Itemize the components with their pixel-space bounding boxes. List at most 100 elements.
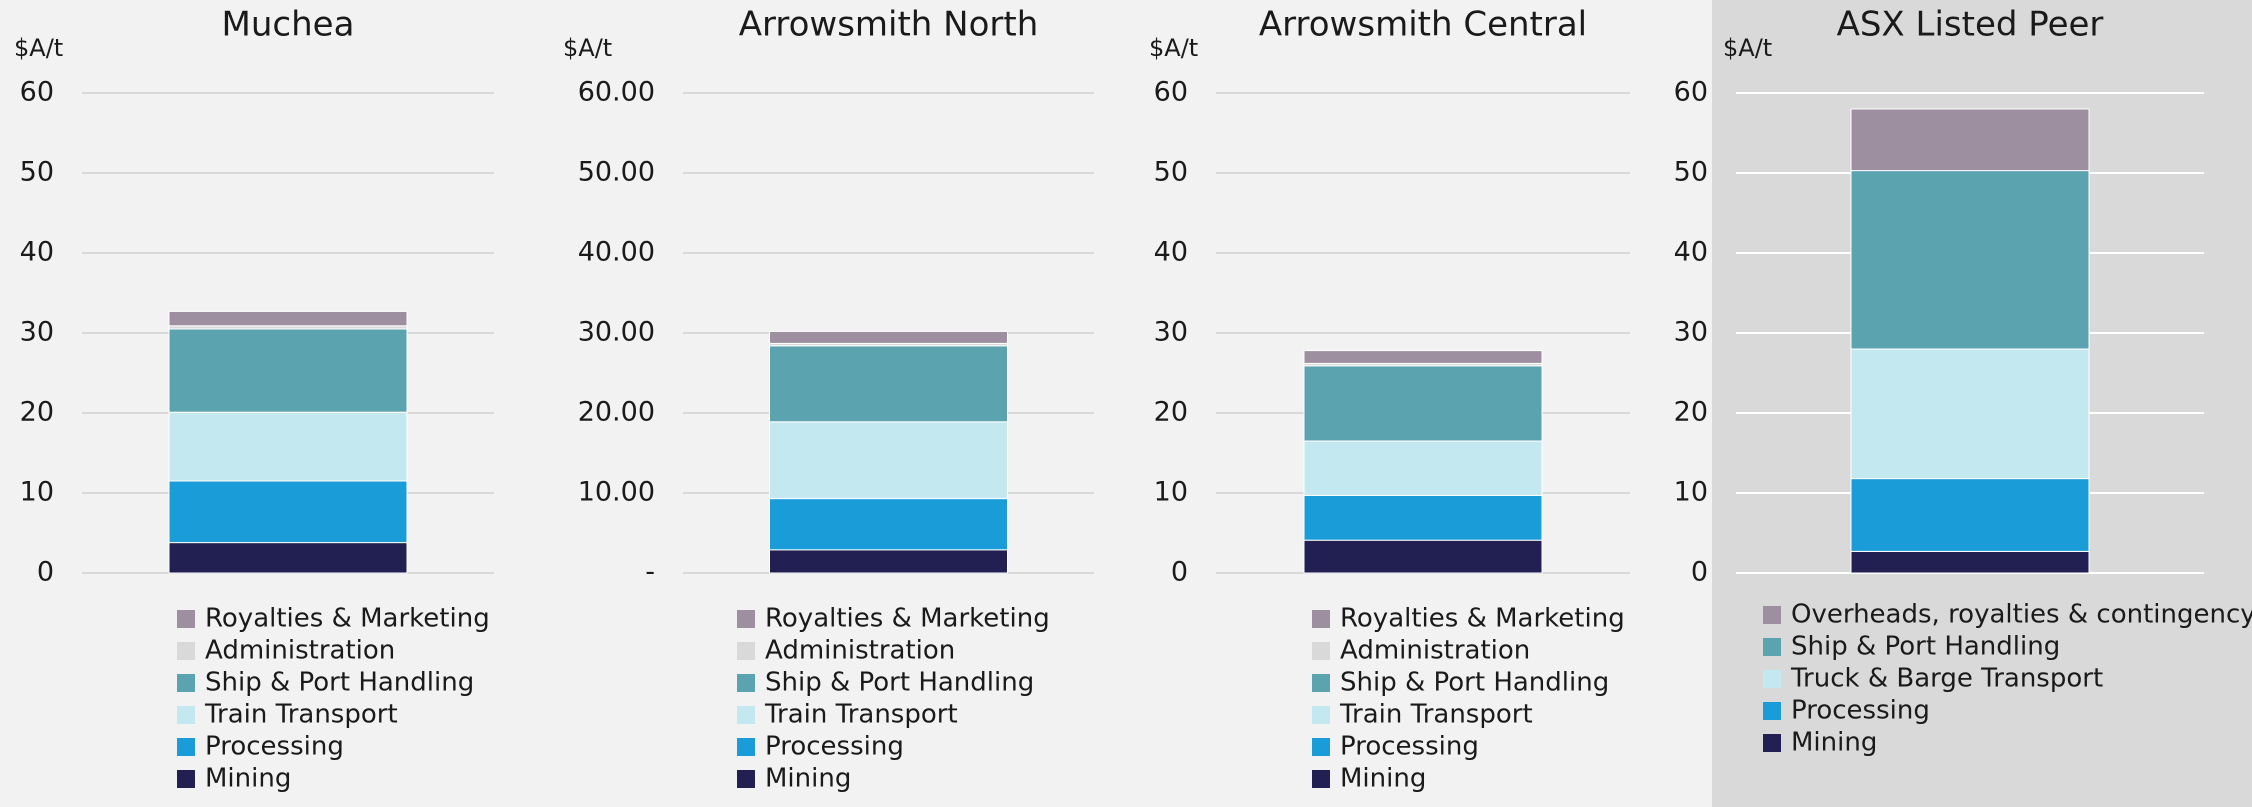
legend-swatch	[1312, 642, 1330, 660]
y-tick-label: 0	[1171, 557, 1188, 588]
legend-label: Processing	[1340, 732, 1479, 762]
legend-swatch	[177, 770, 195, 788]
legend-swatch	[737, 674, 755, 692]
y-tick-label: 60	[20, 77, 54, 108]
legend-label: Processing	[205, 732, 344, 762]
legend-label: Processing	[765, 732, 904, 762]
legend-label: Administration	[765, 636, 955, 666]
bar-segment	[168, 411, 408, 482]
y-tick-label: 30	[20, 317, 54, 348]
legend-label: Ship & Port Handling	[1340, 668, 1609, 698]
legend-swatch	[1312, 674, 1330, 692]
bar-segment	[1303, 494, 1543, 541]
y-tick-label: -	[645, 557, 655, 588]
legend-label: Train Transport	[1339, 700, 1533, 730]
y-tick-label: 30	[1154, 317, 1188, 348]
legend-swatch	[1763, 606, 1781, 624]
legend-label: Administration	[205, 636, 395, 666]
legend-swatch	[737, 770, 755, 788]
legend-swatch	[737, 706, 755, 724]
legend-label: Ship & Port Handling	[205, 668, 474, 698]
y-axis-unit: $A/t	[1149, 34, 1198, 62]
legend-label: Royalties & Marketing	[765, 604, 1050, 634]
legend-swatch	[1763, 638, 1781, 656]
legend-swatch	[1312, 770, 1330, 788]
legend-label: Administration	[1340, 636, 1530, 666]
legend-swatch	[177, 674, 195, 692]
y-tick-label: 50	[20, 157, 54, 188]
y-tick-label: 20	[1154, 397, 1188, 428]
bar-segment	[1850, 478, 2090, 552]
bar-segment	[1850, 348, 2090, 480]
bar-segment	[168, 310, 408, 327]
bar-segment	[1850, 550, 2090, 574]
legend-swatch	[1312, 738, 1330, 756]
bar-segment	[1303, 539, 1543, 574]
legend-label: Mining	[765, 764, 851, 794]
y-tick-label: 10	[20, 477, 54, 508]
legend-label: Truck & Barge Transport	[1790, 664, 2103, 694]
legend-swatch	[177, 642, 195, 660]
bar-segment	[1303, 365, 1543, 442]
bar-segment	[1850, 170, 2090, 350]
y-tick-label: 10	[1674, 477, 1708, 508]
legend-label: Mining	[205, 764, 291, 794]
y-tick-label: 50	[1154, 157, 1188, 188]
legend-swatch	[1763, 702, 1781, 720]
y-tick-label: 10.00	[578, 477, 655, 508]
y-tick-label: 40	[1674, 237, 1708, 268]
legend-swatch	[737, 642, 755, 660]
legend-swatch	[177, 738, 195, 756]
bar-segment	[168, 542, 408, 574]
legend-label: Mining	[1340, 764, 1426, 794]
bar-segment	[769, 549, 1008, 574]
y-tick-label: 10	[1154, 477, 1188, 508]
legend-swatch	[177, 610, 195, 628]
y-tick-label: 50.00	[578, 157, 655, 188]
legend-swatch	[1312, 610, 1330, 628]
legend-swatch	[737, 610, 755, 628]
y-tick-label: 0	[37, 557, 54, 588]
bar-segment	[168, 328, 408, 413]
chart-title: Arrowsmith North	[739, 5, 1039, 45]
y-tick-label: 60	[1154, 77, 1188, 108]
y-tick-label: 60.00	[578, 77, 655, 108]
bar-segment	[1850, 108, 2090, 172]
y-tick-label: 30	[1674, 317, 1708, 348]
y-tick-label: 30.00	[578, 317, 655, 348]
legend-label: Ship & Port Handling	[1791, 632, 2060, 662]
y-tick-label: 50	[1674, 157, 1708, 188]
chart-title: Muchea	[222, 5, 355, 45]
bar-segment	[769, 345, 1008, 423]
y-tick-label: 40.00	[578, 237, 655, 268]
bar-segment	[769, 330, 1008, 344]
chart-title: Arrowsmith Central	[1259, 5, 1587, 45]
bar-segment	[769, 421, 1008, 500]
bar-segment	[1303, 350, 1543, 364]
y-tick-label: 40	[20, 237, 54, 268]
y-tick-label: 60	[1674, 77, 1708, 108]
bar-segment	[1303, 440, 1543, 496]
legend-label: Overheads, royalties & contingency	[1791, 600, 2252, 630]
legend-swatch	[1763, 734, 1781, 752]
y-tick-label: 20	[1674, 397, 1708, 428]
legend-swatch	[177, 706, 195, 724]
legend-label: Train Transport	[204, 700, 398, 730]
y-tick-label: 20	[20, 397, 54, 428]
legend-label: Royalties & Marketing	[1340, 604, 1625, 634]
legend-label: Royalties & Marketing	[205, 604, 490, 634]
legend-swatch	[1312, 706, 1330, 724]
chart-title: ASX Listed Peer	[1837, 5, 2104, 45]
legend-label: Mining	[1791, 728, 1877, 758]
bar-segment	[168, 480, 408, 544]
y-axis-unit: $A/t	[563, 34, 612, 62]
y-tick-label: 20.00	[578, 397, 655, 428]
y-axis-unit: $A/t	[1723, 34, 1772, 62]
legend-swatch	[737, 738, 755, 756]
y-tick-label: 40	[1154, 237, 1188, 268]
legend-label: Train Transport	[764, 700, 958, 730]
legend-swatch	[1763, 670, 1781, 688]
y-tick-label: 0	[1691, 557, 1708, 588]
legend-label: Ship & Port Handling	[765, 668, 1034, 698]
